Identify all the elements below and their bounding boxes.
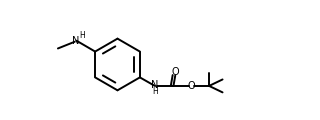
Text: O: O xyxy=(172,67,179,78)
Text: O: O xyxy=(188,81,195,91)
Text: N: N xyxy=(72,36,79,46)
Text: H: H xyxy=(79,30,84,39)
Text: N: N xyxy=(151,80,158,90)
Text: H: H xyxy=(152,87,158,96)
